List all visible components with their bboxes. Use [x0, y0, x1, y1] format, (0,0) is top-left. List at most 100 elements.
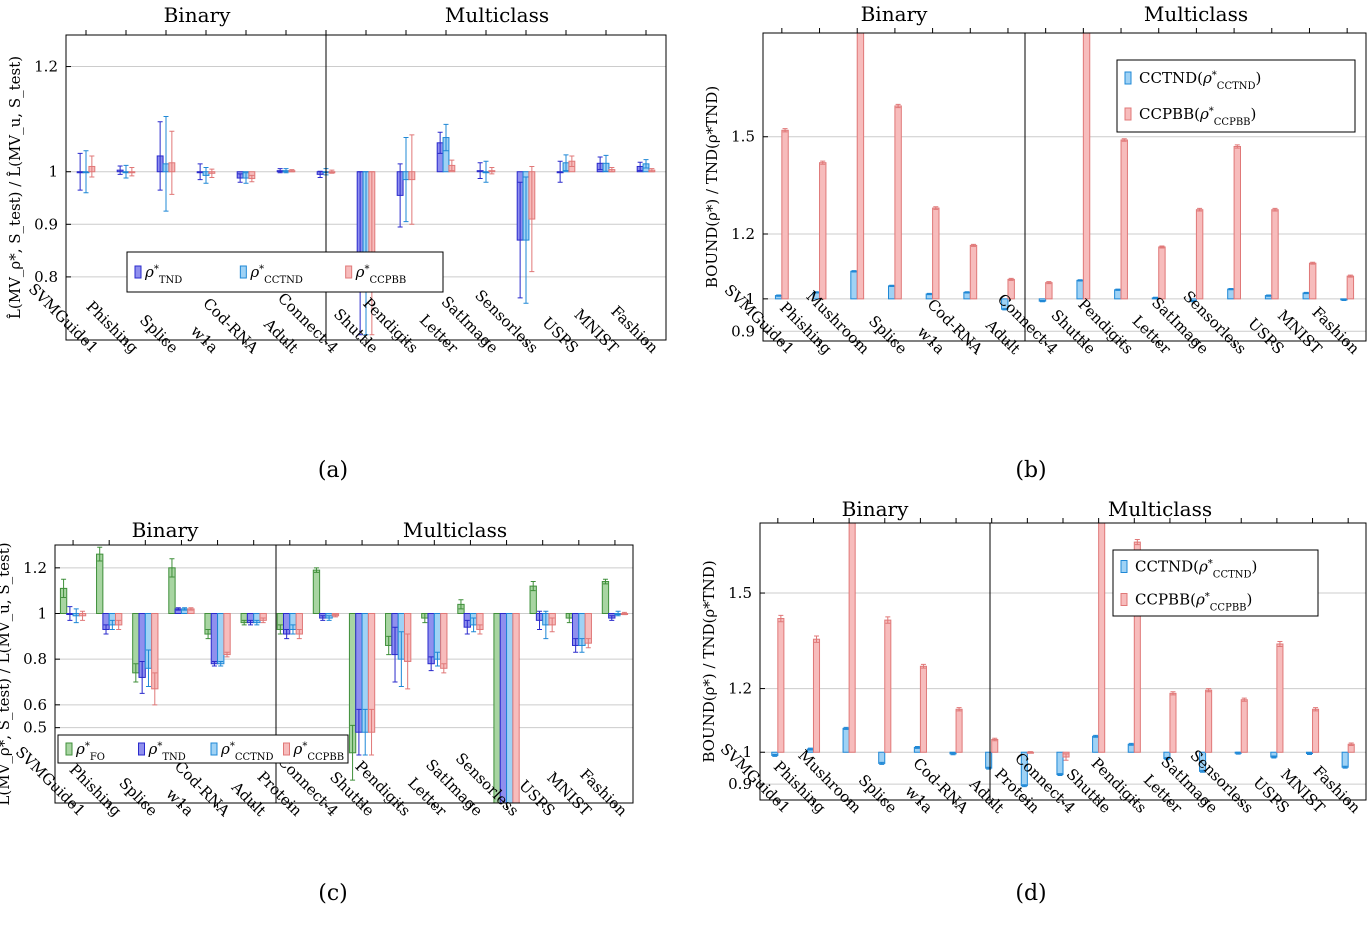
error-bar-cctnd — [145, 649, 151, 688]
error-bar-cctnd — [326, 615, 332, 621]
error-bar-cctnd — [218, 660, 224, 667]
error-bar-ccpbb — [778, 614, 784, 623]
error-bar-ccpbb — [405, 633, 411, 690]
legend-box — [126, 251, 444, 293]
bar-ccpbb-Connect-4 — [1045, 282, 1053, 300]
bar-cctnd-Splice — [878, 751, 886, 764]
chart-d: 0.911.21.5SVMGuide1PhishingMushroomSplic… — [700, 497, 1367, 906]
legend-swatch-cctnd — [210, 742, 218, 756]
bar-cctnd-Shuttle — [1076, 279, 1084, 300]
bar-ccpbb-Sensorless — [1240, 699, 1248, 753]
bar-ccpbb-Mushroom — [848, 522, 856, 753]
error-bar-ccpbb — [489, 167, 495, 175]
error-bar-tnd — [437, 131, 443, 154]
legend-swatch-fo — [65, 742, 73, 756]
error-bar-cctnd — [579, 638, 585, 653]
group-label: Multiclass — [445, 3, 549, 27]
error-bar-ccpbb — [289, 169, 295, 173]
y-tick-label: 1.5 — [728, 584, 752, 602]
legend-swatch-tnd — [138, 742, 145, 756]
bar-ccpbb-Pendigits — [1120, 139, 1128, 300]
bar-ccpbb-Shuttle — [1098, 522, 1106, 753]
error-bar-tnd — [428, 656, 434, 672]
error-bar-ccpbb — [1348, 742, 1354, 747]
error-bar-ccpbb — [188, 607, 194, 611]
bar-ccpbb-Splice — [894, 105, 902, 300]
error-bar-ccpbb — [224, 651, 230, 658]
error-bar-tnd — [277, 168, 283, 174]
error-bar-tnd — [175, 607, 181, 611]
error-bar-ccpbb — [1027, 751, 1033, 754]
bar-cctnd-Sensorless — [506, 612, 514, 804]
bar-tnd-Sensorless — [499, 612, 508, 804]
error-bar-cctnd — [1115, 288, 1121, 291]
bar-cctnd-Shuttle — [1092, 735, 1100, 753]
x-category-label: Splice — [855, 771, 901, 817]
bar-ccpbb-Adult — [991, 739, 999, 753]
error-bar-cctnd — [926, 292, 932, 296]
error-bar-cctnd — [398, 631, 404, 688]
error-bar-ccpbb — [549, 617, 555, 633]
error-bar-cctnd — [1341, 298, 1347, 301]
bar-ccpbb-w1a — [932, 207, 940, 300]
bar-cctnd-Cod-RNA — [217, 612, 225, 665]
bar-ccpbb-Cod-RNA — [955, 708, 963, 753]
bar-cctnd-Mushroom — [842, 727, 850, 753]
error-bar-fo — [61, 578, 67, 599]
bar-ccpbb-SVMGuide1 — [777, 618, 785, 753]
error-bar-cctnd — [362, 708, 368, 756]
y-axis-label: L̂(MV_ρ*, S_test) / L̂(MV_u, S_test) — [6, 56, 24, 319]
plot-frame — [762, 32, 1367, 342]
error-bar-ccpbb — [477, 624, 483, 635]
error-bar-ccpbb — [529, 165, 535, 273]
error-bar-cctnd — [203, 167, 209, 184]
error-bar-ccpbb — [260, 617, 266, 624]
legend-label-fo: ρ*FO — [75, 740, 105, 763]
error-bar-ccpbb — [1159, 245, 1165, 249]
legend-swatch-ccpbb — [345, 265, 353, 279]
error-bar-ccpbb — [369, 708, 375, 756]
y-tick-label: 1 — [37, 604, 47, 622]
legend-swatch-cctnd — [1120, 560, 1128, 573]
error-bar-cctnd — [1200, 769, 1206, 773]
error-bar-cctnd — [1002, 308, 1008, 311]
error-bar-tnd — [284, 628, 290, 640]
x-category-label: Splice — [136, 311, 182, 357]
error-bar-cctnd — [1235, 751, 1241, 755]
error-bar-cctnd — [1271, 755, 1277, 759]
error-bar-ccpbb — [1121, 138, 1127, 142]
chart-caption: (a) — [318, 458, 348, 483]
error-bar-ccpbb — [1197, 207, 1203, 212]
error-bar-cctnd — [1057, 773, 1063, 776]
error-bar-tnd — [597, 156, 603, 171]
error-bar-tnd — [537, 610, 543, 630]
chart-caption: (d) — [1015, 881, 1046, 906]
error-bar-tnd — [637, 161, 643, 172]
error-bar-tnd — [317, 170, 323, 179]
bar-cctnd-Sensorless — [1227, 288, 1235, 300]
legend-label-tnd: ρ*TND — [148, 740, 186, 763]
error-bar-ccpbb — [80, 610, 86, 621]
error-bar-ccpbb — [1234, 144, 1240, 149]
error-bar-ccpbb — [1134, 539, 1140, 546]
error-bar-tnd — [609, 615, 615, 621]
error-bar-cctnd — [1153, 296, 1159, 300]
error-bar-tnd — [77, 152, 83, 191]
bar-tnd-Cod-RNA — [210, 612, 219, 665]
error-bar-tnd — [197, 163, 203, 181]
error-bar-ccpbb — [609, 167, 615, 173]
error-bar-cctnd — [83, 150, 89, 194]
legend-box — [1116, 59, 1356, 133]
legend-label-cctnd: CCTND(ρ*CCTND) — [1135, 558, 1257, 581]
y-tick-label: 1.2 — [731, 225, 755, 243]
error-bar-cctnd — [163, 116, 169, 212]
error-bar-cctnd — [290, 624, 296, 635]
error-bar-cctnd — [1266, 294, 1272, 297]
bar-cctnd-Connect-4 — [1056, 751, 1064, 776]
error-bar-cctnd — [964, 291, 970, 294]
bar-ccpbb-Cod-RNA — [969, 244, 978, 300]
error-bar-cctnd — [109, 619, 115, 630]
error-bar-cctnd — [443, 123, 449, 152]
error-bar-cctnd — [1021, 784, 1027, 788]
